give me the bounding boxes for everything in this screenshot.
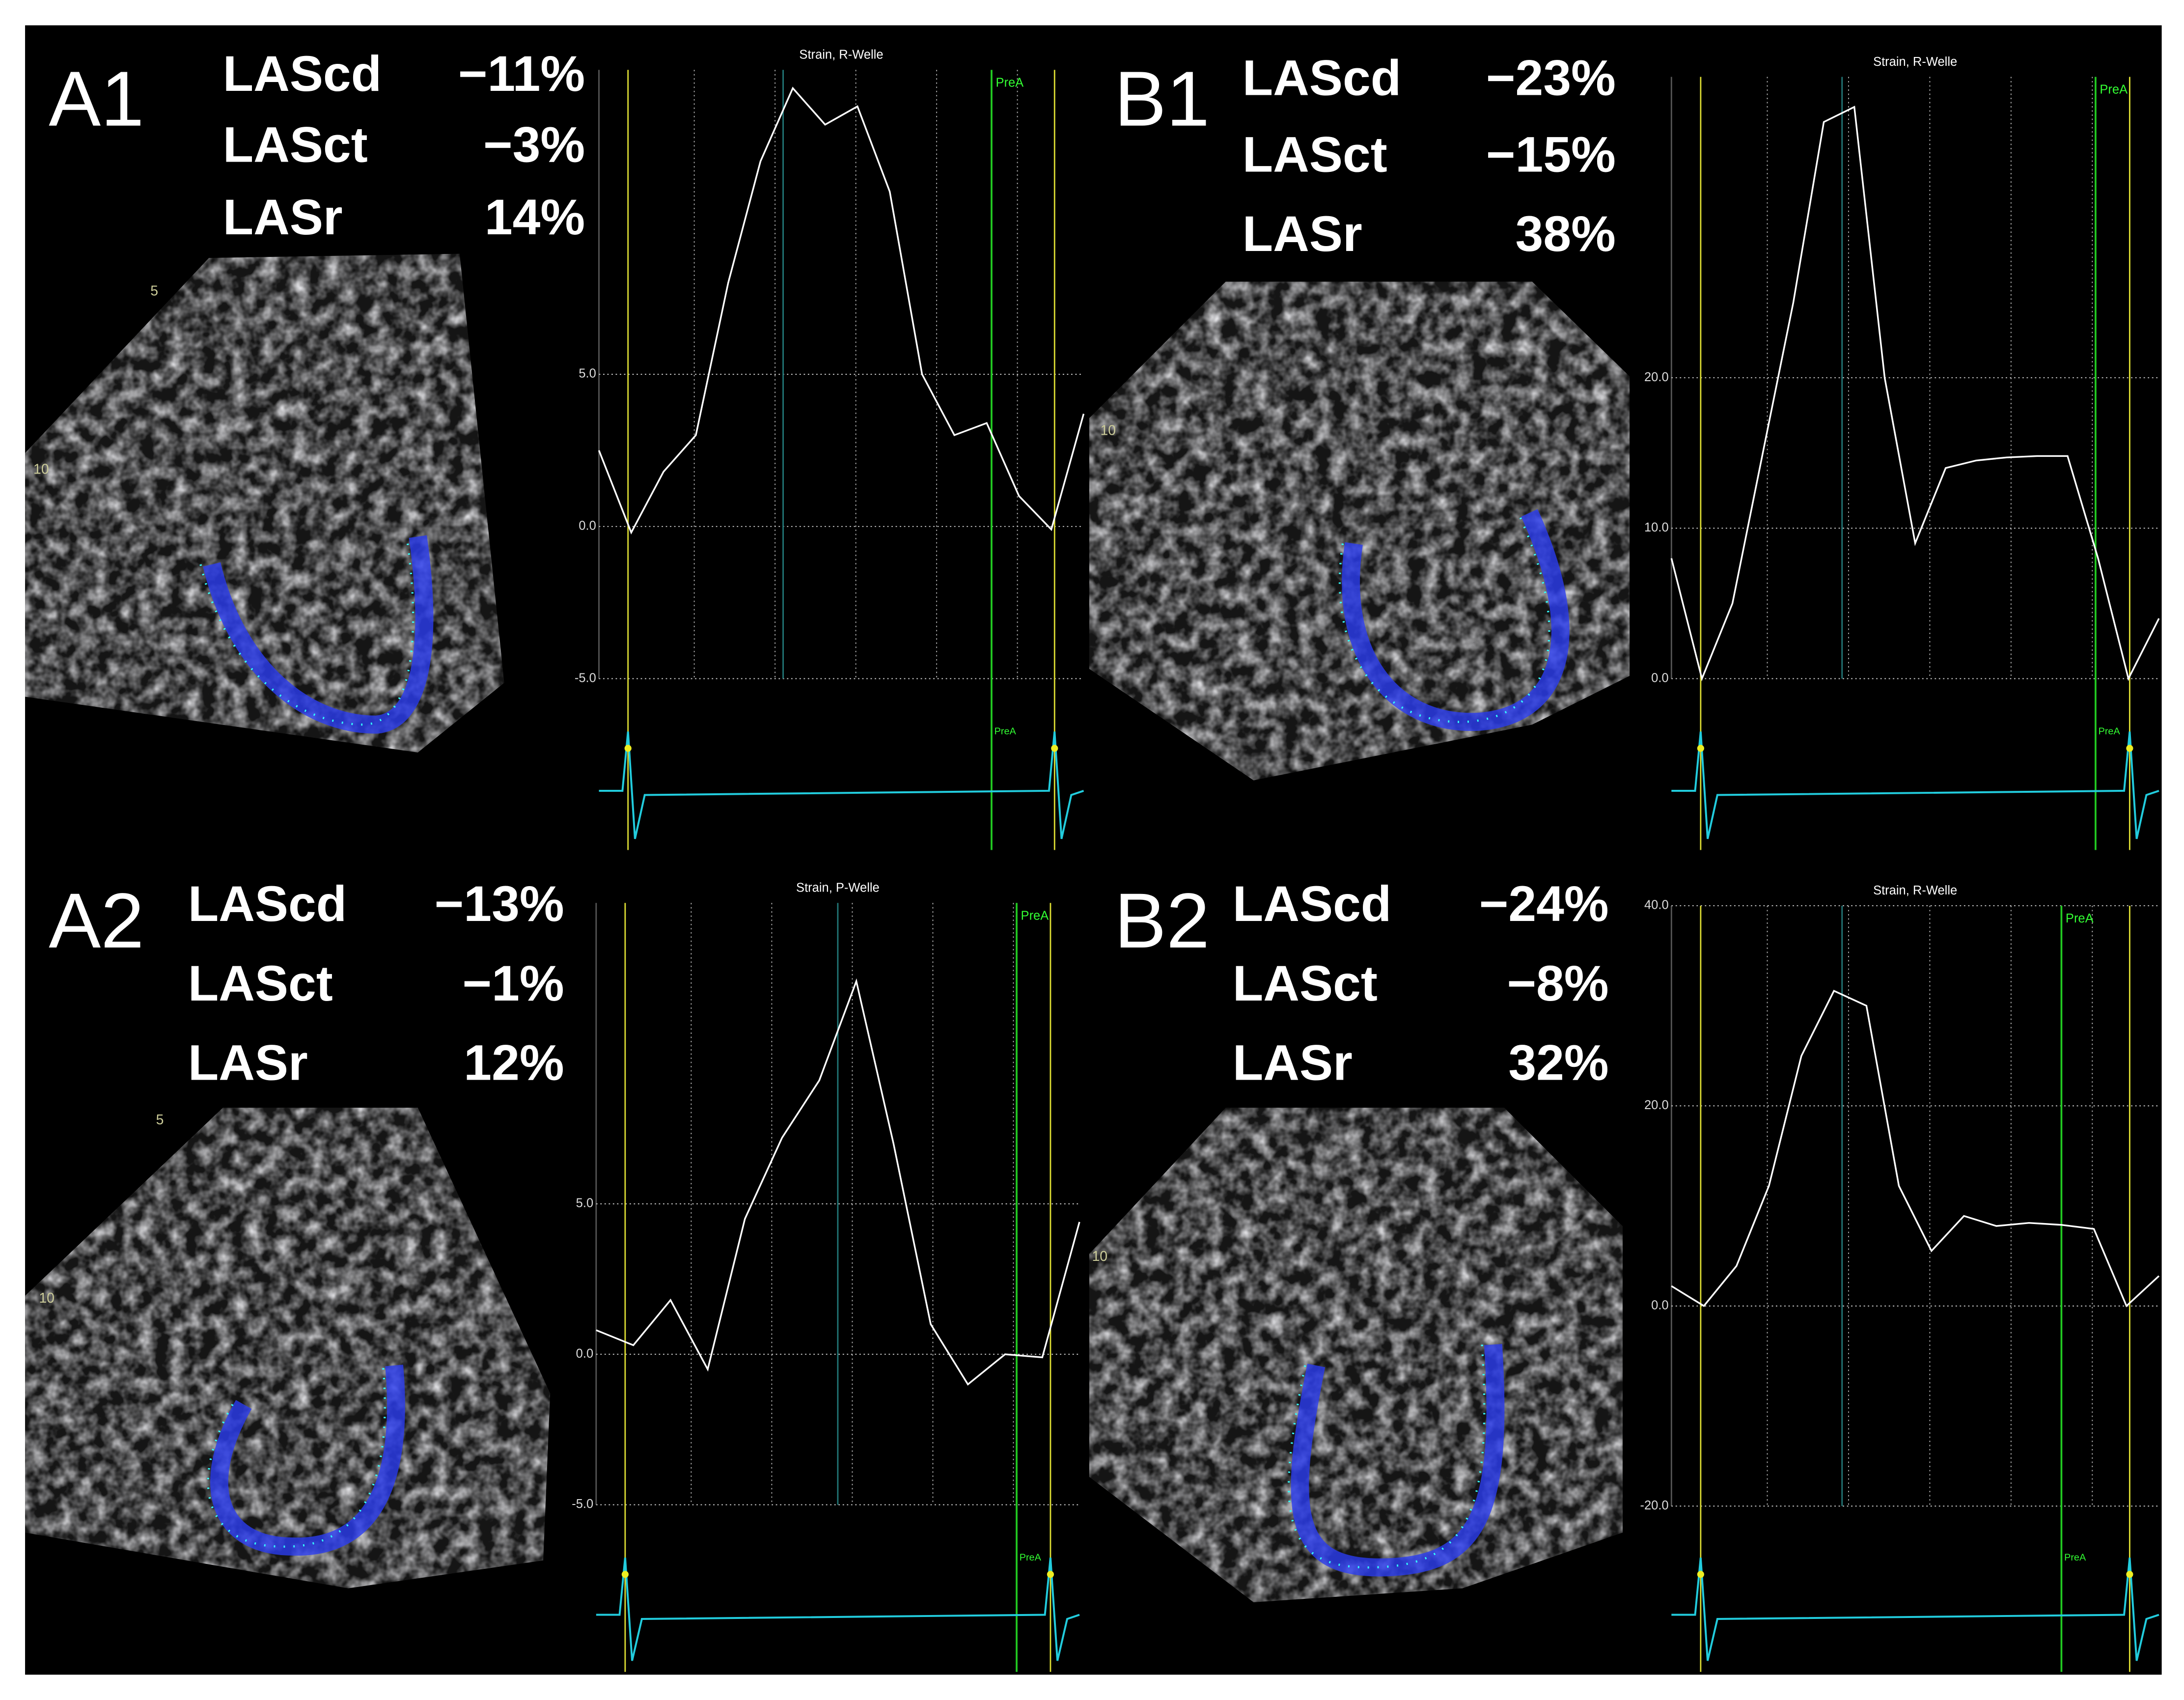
metric-value: −23% bbox=[1486, 50, 1616, 106]
y-tick-label: 0.0 bbox=[576, 1347, 593, 1361]
prea-label-ecg: PreA bbox=[1020, 1552, 1042, 1563]
metric-name: LAScd bbox=[1243, 50, 1401, 106]
ecg-trace bbox=[599, 731, 1084, 839]
ecg-trace bbox=[596, 1558, 1080, 1661]
chart-title: Strain, R-Welle bbox=[1873, 55, 1957, 69]
tracking-dots bbox=[199, 536, 415, 726]
metric-value: −8% bbox=[1507, 955, 1609, 1011]
depth-label: 10 bbox=[1092, 1249, 1107, 1264]
y-tick-label: 20.0 bbox=[1644, 370, 1669, 384]
y-tick-label: 20.0 bbox=[1644, 1098, 1669, 1112]
metric-name: LASct bbox=[188, 955, 333, 1011]
panel-label: A2 bbox=[49, 877, 144, 964]
y-tick-label: 10.0 bbox=[1644, 521, 1669, 534]
ecg-dot bbox=[1697, 745, 1704, 752]
y-tick-label: -5.0 bbox=[572, 1497, 593, 1511]
tracking-dots bbox=[1288, 1344, 1486, 1569]
strain-curve bbox=[596, 978, 1080, 1386]
panel-label: A1 bbox=[49, 55, 144, 142]
strain-curve bbox=[598, 86, 1085, 535]
depth-label: 5 bbox=[156, 1112, 164, 1128]
metric-name: LASct bbox=[1233, 955, 1378, 1011]
ecg-trace bbox=[1671, 731, 2159, 839]
tracking-band bbox=[1342, 509, 1570, 731]
ecg-dot bbox=[1697, 1571, 1704, 1578]
strain-curve bbox=[1671, 989, 2160, 1308]
ecg-dot bbox=[621, 1571, 629, 1578]
prea-label-ecg: PreA bbox=[995, 726, 1017, 737]
depth-label: 10 bbox=[1101, 422, 1116, 438]
prea-label: PreA bbox=[2100, 83, 2128, 96]
ecg-dot bbox=[624, 745, 632, 752]
depth-label: 5 bbox=[150, 283, 158, 299]
chart-title: Strain, R-Welle bbox=[799, 48, 883, 62]
y-tick-label: 5.0 bbox=[576, 1197, 593, 1210]
y-tick-label: -20.0 bbox=[1640, 1499, 1668, 1512]
metric-value: 38% bbox=[1516, 206, 1616, 262]
metric-value: −11% bbox=[458, 46, 585, 102]
depth-label: 10 bbox=[39, 1290, 55, 1306]
metric-name: LASct bbox=[1243, 126, 1387, 182]
prea-label-ecg: PreA bbox=[2064, 1552, 2086, 1563]
metric-name: LASr bbox=[1243, 206, 1362, 262]
metric-value: 14% bbox=[485, 189, 585, 245]
panel-label: B1 bbox=[1114, 55, 1210, 142]
tracking-band bbox=[1291, 1344, 1505, 1577]
ecg-trace bbox=[1671, 1558, 2159, 1661]
y-tick-label: 0.0 bbox=[1651, 671, 1668, 685]
metric-name: LAScd bbox=[188, 876, 347, 932]
metric-name: LAScd bbox=[223, 46, 382, 102]
metric-name: LASr bbox=[188, 1034, 308, 1090]
prea-label: PreA bbox=[1021, 909, 1049, 922]
metric-value: −24% bbox=[1479, 876, 1609, 932]
y-tick-label: 0.0 bbox=[1651, 1299, 1668, 1312]
tracking-band bbox=[203, 535, 434, 734]
ecg-dot bbox=[1051, 745, 1058, 752]
y-tick-label: -5.0 bbox=[575, 671, 596, 685]
metric-name: LASr bbox=[1233, 1034, 1353, 1090]
metric-name: LASr bbox=[223, 189, 343, 245]
y-tick-label: 0.0 bbox=[579, 519, 596, 533]
ecg-dot bbox=[2126, 1571, 2133, 1578]
metric-value: 12% bbox=[464, 1034, 564, 1090]
prea-label-ecg: PreA bbox=[2099, 726, 2121, 737]
tracking-dots bbox=[207, 1365, 386, 1548]
y-tick-label: 5.0 bbox=[579, 367, 596, 381]
metric-name: LAScd bbox=[1233, 876, 1391, 932]
prea-label: PreA bbox=[2066, 912, 2094, 925]
y-tick-label: 40.0 bbox=[1644, 898, 1669, 912]
metric-name: LASct bbox=[223, 116, 368, 172]
ecg-dot bbox=[2126, 745, 2133, 752]
depth-label: 10 bbox=[33, 462, 49, 477]
metric-value: −13% bbox=[435, 876, 564, 932]
chart-title: Strain, R-Welle bbox=[1873, 884, 1957, 897]
metric-value: −1% bbox=[462, 955, 564, 1011]
panel-label: B2 bbox=[1114, 877, 1210, 964]
chart-title: Strain, P-Welle bbox=[796, 881, 880, 895]
ecg-dot bbox=[1047, 1571, 1054, 1578]
tracking-band bbox=[210, 1365, 405, 1556]
metric-value: −3% bbox=[483, 116, 585, 172]
metric-value: −15% bbox=[1486, 126, 1616, 182]
strain-curve bbox=[1670, 106, 2160, 682]
metric-value: 32% bbox=[1508, 1034, 1608, 1090]
prea-label: PreA bbox=[995, 76, 1023, 89]
